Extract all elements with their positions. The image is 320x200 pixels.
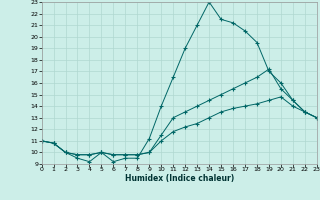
X-axis label: Humidex (Indice chaleur): Humidex (Indice chaleur) <box>124 174 234 183</box>
